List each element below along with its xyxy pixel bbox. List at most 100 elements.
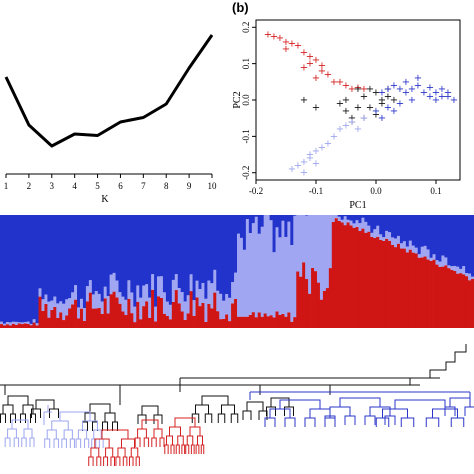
bar-segment-red [281, 313, 285, 328]
tree-branch [309, 408, 331, 418]
x-tick-label: 3 [50, 181, 55, 191]
bar-segment-red [426, 259, 430, 328]
bar-segment-blue [432, 215, 436, 255]
bar-segment-blue [417, 215, 422, 255]
scatter-point: + [348, 117, 356, 128]
bar-segment-red [23, 323, 28, 328]
tree-branch [103, 456, 109, 466]
bar-segment-lightblue [85, 286, 90, 302]
x-axis-title: PC1 [349, 200, 366, 211]
bar-segment-lightblue [148, 297, 152, 318]
bar-segment-red [447, 268, 451, 328]
bar-segment-red [180, 311, 185, 328]
bar-segment-red [328, 268, 333, 328]
bar-segment-red [367, 231, 371, 328]
scatter-point: + [312, 146, 320, 157]
x-tick-label: -0.2 [249, 186, 263, 196]
bar-segment-red [334, 218, 339, 328]
bar-segment-lightblue [254, 216, 259, 318]
bar-segment-blue [56, 215, 60, 304]
bar-segment-red [109, 294, 113, 328]
scatter-point: + [414, 73, 422, 84]
scatter-point: + [360, 84, 368, 95]
y-tick-label: 0.2 [241, 22, 251, 33]
bar-segment-lightblue [174, 274, 179, 291]
scatter-point: + [408, 84, 416, 95]
bar-segment-blue [151, 215, 155, 275]
tree-branch [11, 419, 29, 429]
tree-branch [88, 456, 94, 466]
bar-segment-blue [118, 215, 122, 293]
bar-segment-lightblue [308, 215, 312, 294]
tree-branch [30, 413, 36, 423]
tree-branch [450, 417, 465, 427]
bar-segment-blue [399, 215, 404, 244]
tree-branch [29, 437, 35, 447]
bar-segment-lightblue [23, 321, 28, 324]
bar-segment-lightblue [53, 296, 57, 307]
scatter-point: + [366, 102, 374, 113]
bar-segment-lightblue [145, 284, 149, 302]
bar-segment-lightblue [414, 247, 419, 254]
bar-segment-blue [165, 215, 170, 302]
x-tick-label: 2 [27, 181, 32, 191]
bar-segment-lightblue [260, 226, 265, 317]
bar-segment-red [441, 266, 445, 328]
scatter-point: + [342, 106, 350, 117]
bar-segment-blue [79, 215, 84, 299]
bar-segment-red [414, 253, 419, 328]
bar-segment-blue [260, 215, 265, 227]
bar-segment-lightblue [284, 236, 288, 317]
bar-segment-red [103, 298, 108, 328]
bar-segment-red [231, 303, 235, 328]
bar-segment-lightblue [364, 221, 368, 233]
bar-segment-red [216, 311, 220, 328]
bar-segment-red [77, 318, 81, 328]
scatter-point: + [390, 106, 398, 117]
bar-segment-red [207, 303, 211, 328]
tree-branch [141, 405, 159, 415]
scatter-point: + [354, 124, 362, 135]
bar-segment-blue [23, 215, 28, 322]
bar-segment-blue [183, 215, 188, 302]
bar-segment-blue [450, 215, 454, 267]
bar-segment-blue [237, 215, 241, 234]
bar-segment-lightblue [319, 215, 324, 300]
bar-segment-lightblue [192, 300, 196, 316]
bar-segment-lightblue [352, 223, 356, 228]
bar-segment-lightblue [275, 227, 279, 312]
bar-segment-blue [11, 215, 16, 322]
bar-segment-blue [189, 215, 193, 275]
scatter-point: + [336, 99, 344, 110]
bar-segment-red [373, 238, 377, 328]
tree-branch [217, 413, 226, 423]
bar-segment-red [299, 276, 303, 328]
bar-segment-blue [5, 215, 10, 322]
tree-branch [63, 429, 73, 439]
bar-segment-red [85, 301, 90, 328]
tree-branch [7, 395, 29, 405]
bar-segment-red [165, 316, 170, 328]
bar-segment-red [432, 259, 436, 328]
bar-segment-lightblue [154, 306, 158, 322]
bar-segment-blue [65, 215, 69, 300]
bar-segment-blue [293, 215, 297, 216]
bar-segment-blue [373, 215, 377, 230]
bar-segment-red [465, 276, 469, 328]
tree-branch [382, 408, 408, 418]
scatter-point: + [348, 117, 356, 128]
scatter-point: + [372, 88, 380, 99]
bar-segment-lightblue [112, 272, 116, 292]
scatter-point: + [306, 59, 314, 70]
bar-segment-lightblue [133, 306, 137, 323]
bar-segment-red [340, 222, 345, 328]
bar-segment-blue [148, 215, 152, 298]
bar-segment-red [254, 317, 259, 328]
bar-segment-lightblue [367, 225, 371, 232]
scatter-point: + [282, 44, 290, 55]
bar-segment-blue [248, 215, 253, 233]
bar-segment-blue [68, 215, 72, 299]
bar-segment-blue [352, 215, 356, 224]
scatter-point: + [432, 95, 440, 106]
bar-segment-blue [35, 215, 39, 324]
